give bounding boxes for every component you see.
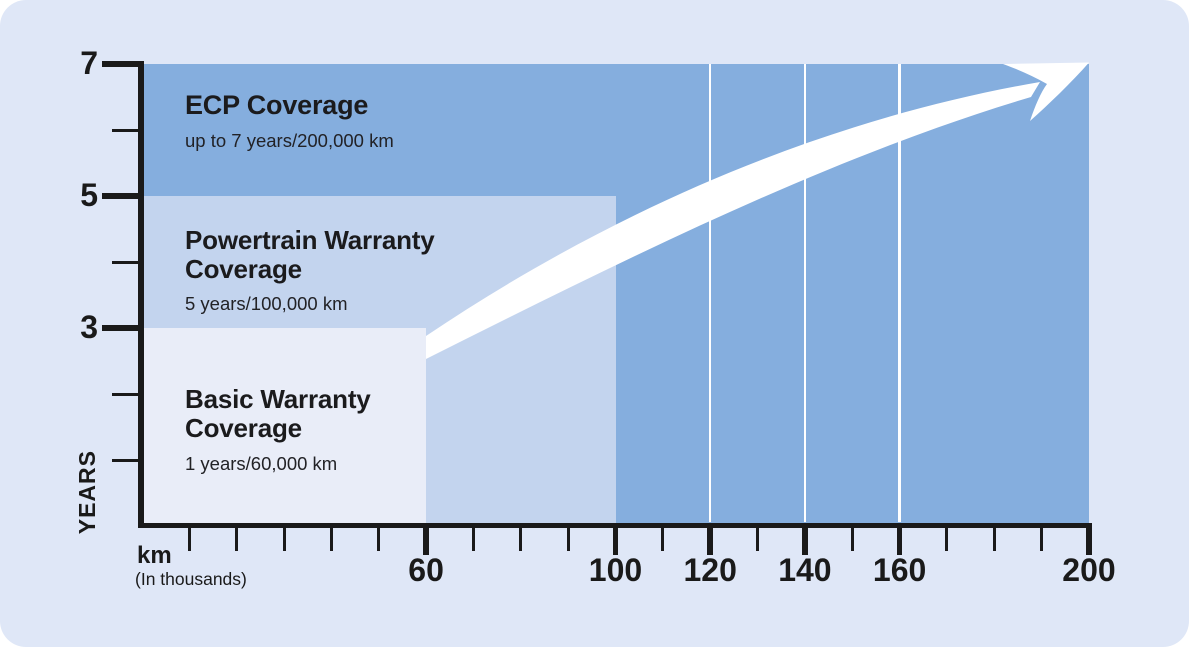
basic-coverage-subtitle: 1 years/60,000 km (185, 453, 338, 475)
x-minor-tick-90 (566, 526, 570, 551)
basic-coverage-zone (142, 328, 427, 524)
y-tick-label-3: 3 (80, 308, 98, 345)
x-minor-tick-40 (329, 526, 333, 551)
powertrain-coverage-title: Powertrain Warranty Coverage (185, 225, 435, 285)
basic-coverage-label: Basic Warranty Coverage 1 years/60,000 k… (185, 384, 371, 475)
x-tick-label-60: 60 (408, 552, 444, 588)
y-axis-title: YEARS (74, 450, 100, 535)
powertrain-coverage-label: Powertrain Warranty Coverage 5 years/100… (185, 225, 435, 315)
x-minor-tick-30 (282, 526, 286, 551)
y-tick-label-7: 7 (80, 44, 98, 81)
x-minor-tick-50 (377, 526, 381, 551)
x-axis-subtitle: (In thousands) (135, 569, 247, 589)
x-tick-60 (423, 526, 429, 555)
x-tick-label-160: 160 (872, 552, 927, 588)
x-minor-tick-170 (945, 526, 949, 551)
gridline-160 (898, 64, 901, 522)
x-minor-tick-80 (519, 526, 523, 551)
ecp-coverage-title: ECP Coverage (185, 90, 369, 120)
y-axis-line (138, 61, 144, 527)
ecp-coverage-subtitle: up to 7 years/200,000 km (185, 130, 394, 152)
x-tick-160 (896, 526, 903, 555)
y-tick-5 (102, 193, 141, 199)
x-tick-100 (612, 526, 619, 555)
x-tick-label-200: 200 (1062, 552, 1116, 588)
y-minor-tick-4 (112, 260, 141, 264)
x-tick-120 (707, 526, 713, 555)
x-minor-tick-130 (756, 526, 760, 551)
gridline-140 (803, 64, 807, 522)
x-tick-200 (1086, 526, 1092, 555)
basic-coverage-title: Basic Warranty Coverage (185, 384, 371, 444)
x-minor-tick-20 (235, 526, 239, 551)
x-tick-label-140: 140 (778, 552, 832, 588)
ecp-coverage-label: ECP Coverage up to 7 years/200,000 km (185, 90, 394, 152)
x-axis-line (138, 522, 1092, 528)
y-tick-label-5: 5 (80, 176, 98, 213)
y-minor-tick-1 (112, 458, 141, 462)
x-tick-label-100: 100 (588, 552, 643, 588)
x-minor-tick-110 (661, 526, 665, 551)
x-minor-tick-70 (471, 526, 475, 551)
x-axis-title: km (137, 542, 172, 569)
x-minor-tick-10 (187, 526, 191, 551)
x-minor-tick-180 (992, 526, 996, 551)
x-minor-tick-150 (850, 526, 854, 551)
y-tick-3 (102, 325, 141, 331)
y-minor-tick-2 (112, 392, 141, 396)
x-tick-label-120: 120 (683, 552, 737, 588)
y-minor-tick-6 (112, 128, 141, 132)
powertrain-coverage-subtitle: 5 years/100,000 km (185, 293, 348, 315)
x-minor-tick-190 (1040, 526, 1044, 551)
gridline-120 (708, 64, 712, 522)
x-tick-140 (802, 526, 808, 555)
y-tick-7 (102, 61, 141, 67)
